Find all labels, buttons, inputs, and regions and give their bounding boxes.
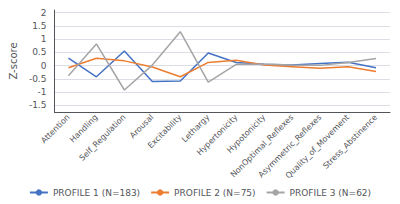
svg-text:-0.5: -0.5 — [29, 74, 47, 84]
svg-text:Hypotonicity: Hypotonicity — [225, 112, 268, 155]
svg-text:Arousal: Arousal — [128, 113, 155, 140]
svg-text:PROFILE 3 (N=62): PROFILE 3 (N=62) — [290, 188, 372, 198]
svg-text:Attention: Attention — [39, 113, 71, 145]
svg-text:Excitability: Excitability — [146, 113, 184, 151]
svg-text:2: 2 — [41, 8, 47, 18]
svg-text:Lethargy: Lethargy — [180, 112, 212, 145]
svg-text:0: 0 — [41, 61, 47, 71]
svg-text:Asymmetric_Reflexes: Asymmetric_Reflexes — [256, 112, 324, 180]
svg-text:Self_Regulation: Self_Regulation — [78, 113, 128, 163]
svg-text:0.5: 0.5 — [32, 47, 46, 57]
svg-text:PROFILE 1 (N=183): PROFILE 1 (N=183) — [53, 188, 140, 198]
svg-text:-1: -1 — [37, 87, 46, 97]
svg-text:1: 1 — [41, 34, 47, 44]
svg-text:-1.5: -1.5 — [29, 100, 47, 110]
svg-text:Stress_Abstinence: Stress_Abstinence — [321, 113, 379, 171]
svg-text:Handling: Handling — [68, 112, 100, 145]
svg-text:PROFILE 2 (N=75): PROFILE 2 (N=75) — [174, 188, 256, 198]
svg-text:1.5: 1.5 — [32, 21, 46, 31]
svg-text:NonOptimal_Reflexes: NonOptimal_Reflexes — [228, 112, 296, 180]
svg-text:Z-score: Z-score — [8, 42, 19, 79]
svg-text:Quality_of_Movement: Quality_of_Movement — [283, 112, 352, 181]
svg-text:Hypertonicity: Hypertonicity — [195, 112, 240, 158]
